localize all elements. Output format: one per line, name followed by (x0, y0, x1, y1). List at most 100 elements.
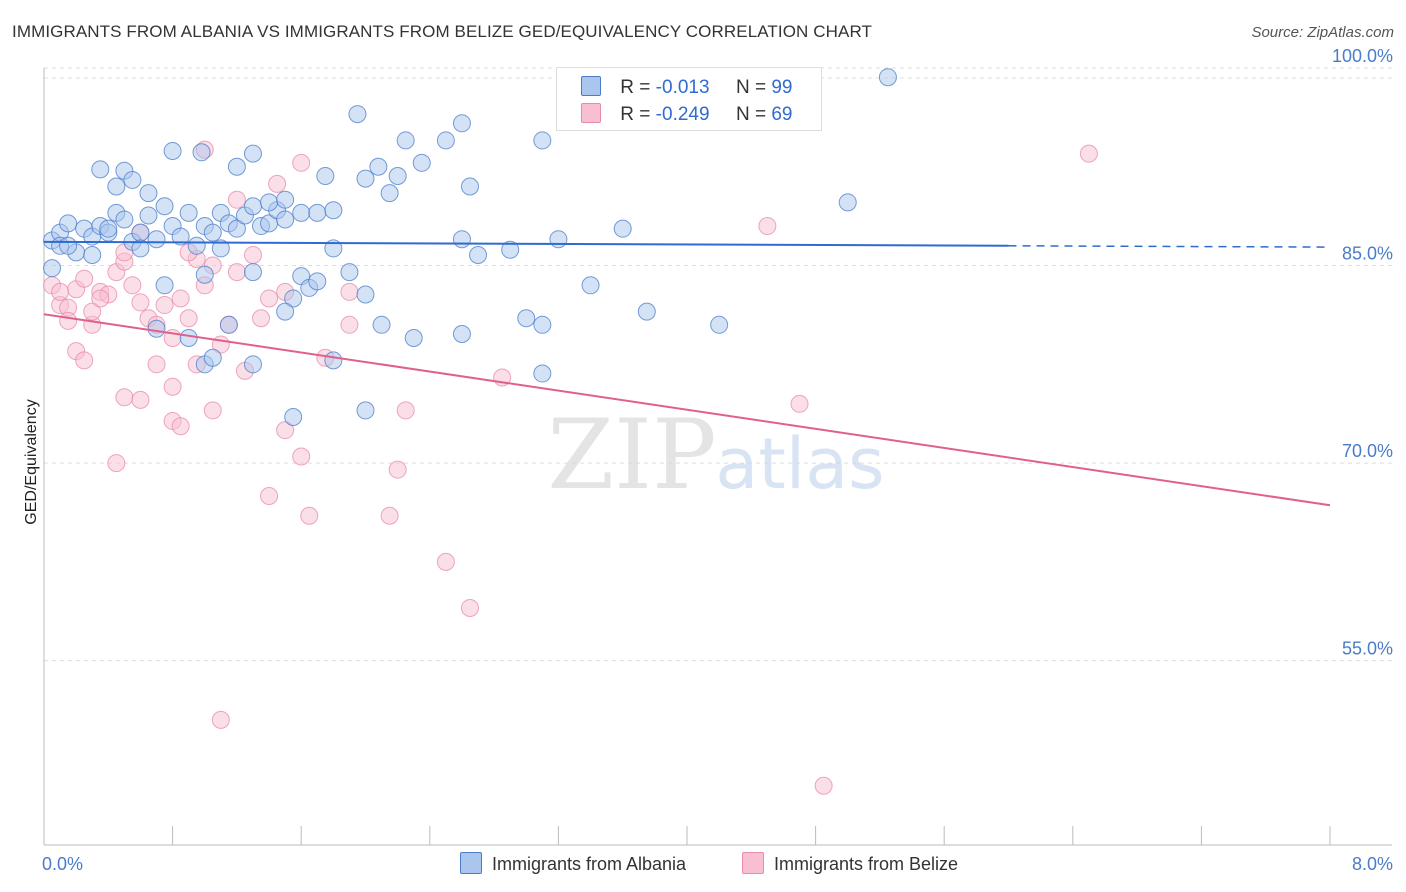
albania-point-2 (59, 214, 78, 233)
albania-point-56 (533, 131, 552, 150)
albania-r-label: R = (620, 77, 651, 98)
albania-point-52 (436, 131, 455, 150)
belize-point-31 (227, 190, 246, 209)
belize-point-25 (252, 309, 271, 328)
albania-point-55 (460, 177, 479, 196)
bottom-legend-belize: Immigrants from Belize (742, 852, 958, 875)
belize-point-64 (59, 311, 78, 330)
belize-point-39 (115, 388, 134, 407)
bottom-belize-swatch (742, 852, 764, 874)
belize-point-37 (203, 401, 222, 420)
belize-point-56 (211, 710, 230, 729)
y-axis-label: GED/Equivalency (23, 399, 40, 524)
belize-n-value: 69 (771, 104, 793, 125)
tick-labels: 100.0% 85.0% 70.0% 55.0% 0.0% 8.0% (42, 46, 1393, 874)
chart-title: IMMIGRANTS FROM ALBANIA VS IMMIGRANTS FR… (12, 22, 873, 41)
belize-point-44 (147, 355, 166, 374)
albania-point-92 (243, 355, 262, 374)
albania-point-86 (452, 230, 471, 249)
watermark: ZIP atlas (547, 399, 884, 511)
albania-trend-line (43, 240, 1009, 247)
legend-row-belize: R = -0.249 N = 69 (581, 103, 792, 126)
albania-point-38 (139, 184, 158, 203)
belize-point-58 (758, 217, 777, 236)
albania-point-47 (369, 157, 388, 176)
albania-point-35 (107, 177, 126, 196)
albania-point-61 (155, 276, 174, 295)
belize-point-42 (171, 417, 190, 436)
y-tick-label-2: 70.0% (1342, 441, 1393, 461)
albania-swatch (581, 76, 601, 96)
albania-point-64 (243, 263, 262, 282)
albania-point-93 (276, 302, 295, 321)
albania-point-80 (637, 302, 656, 321)
albania-point-71 (356, 285, 375, 304)
belize-point-26 (260, 289, 279, 308)
albania-point-90 (203, 348, 222, 367)
albania-point-26 (243, 197, 262, 216)
belize-point-63 (75, 351, 94, 370)
belize-point-46 (292, 447, 311, 466)
bottom-albania-label: Immigrants from Albania (492, 854, 687, 874)
belize-point-33 (268, 174, 287, 193)
albania-point-33 (324, 201, 343, 220)
albania-point-77 (517, 309, 536, 328)
belize-point-16 (171, 289, 190, 308)
albania-point-37 (123, 170, 142, 189)
albania-point-42 (243, 144, 262, 163)
belize-point-67 (91, 289, 110, 308)
belize-point-35 (163, 377, 182, 396)
bottom-albania-swatch (460, 852, 482, 874)
belize-n-label: N = (735, 104, 767, 125)
albania-point-78 (533, 315, 552, 334)
bottom-belize-label: Immigrants from Belize (774, 854, 959, 874)
albania-point-97 (43, 259, 62, 278)
belize-point-40 (107, 454, 126, 473)
legend-row-albania: R = -0.013 N = 99 (581, 76, 792, 99)
albania-point-13 (139, 206, 158, 225)
belize-point-45 (276, 421, 295, 440)
axes (43, 68, 1392, 846)
stats-legend: R = -0.013 N = 99 R = -0.249 N = 69 (556, 67, 822, 131)
belize-point-66 (83, 302, 102, 321)
albania-point-12 (131, 223, 150, 242)
albania-point-94 (324, 351, 343, 370)
albania-point-65 (284, 289, 303, 308)
albania-point-62 (195, 265, 214, 284)
albania-point-46 (356, 169, 375, 188)
belize-point-53 (396, 401, 415, 420)
albania-point-50 (396, 131, 415, 150)
belize-point-24 (243, 246, 262, 265)
belize-r-label: R = (620, 104, 651, 125)
bottom-legend-albania: Immigrants from Albania (460, 852, 686, 875)
albania-point-74 (452, 325, 471, 344)
albania-point-75 (469, 246, 488, 265)
belize-point-11 (131, 293, 150, 312)
albania-point-57 (59, 236, 78, 255)
albania-point-19 (187, 236, 206, 255)
watermark-zip: ZIP (547, 399, 716, 511)
albania-point-10 (115, 210, 134, 229)
albania-point-85 (613, 219, 632, 238)
x-tick-label-0: 0.0% (42, 854, 83, 874)
albania-point-87 (147, 319, 166, 338)
albania-point-32 (308, 203, 327, 222)
belize-point-52 (388, 460, 407, 479)
albania-point-43 (260, 193, 279, 212)
albania-point-49 (388, 166, 407, 185)
albania-point-44 (276, 190, 295, 209)
albania-n-label: N = (735, 77, 767, 98)
data-points (43, 68, 1098, 795)
albania-point-54 (452, 114, 471, 133)
albania-point-96 (284, 407, 303, 426)
albania-point-79 (581, 276, 600, 295)
albania-point-40 (192, 143, 211, 162)
y-tick-label-3: 55.0% (1342, 639, 1393, 659)
belize-point-4 (75, 269, 94, 288)
albania-point-84 (549, 230, 568, 249)
albania-point-70 (340, 263, 359, 282)
albania-point-24 (227, 219, 246, 238)
albania-point-58 (83, 246, 102, 265)
x-tick-label-1: 8.0% (1352, 854, 1393, 874)
